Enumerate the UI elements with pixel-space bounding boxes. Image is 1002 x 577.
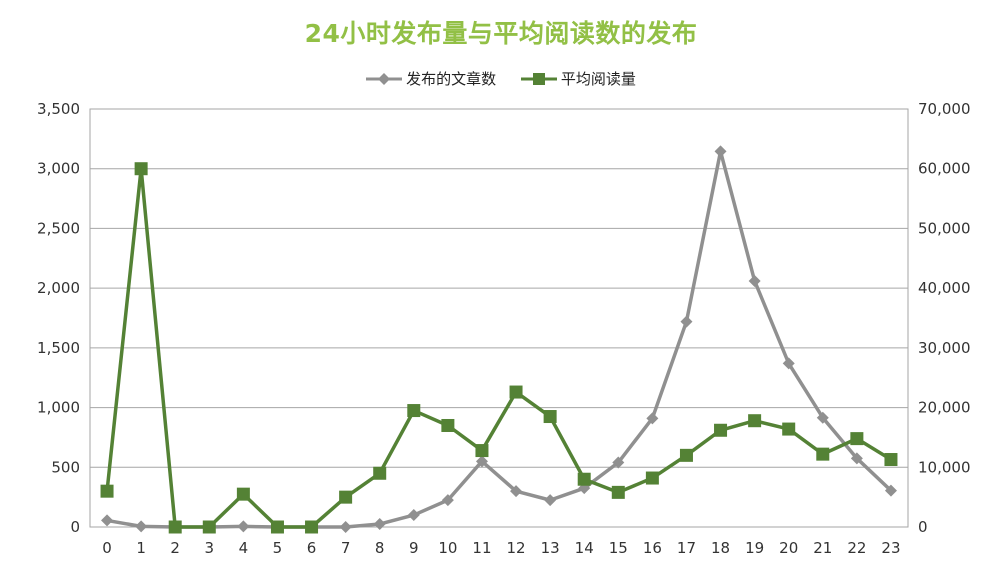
x-tick-label: 23 [881,539,900,557]
data-point-articles [816,411,829,424]
x-tick-label: 12 [506,539,525,557]
y-left-tick-label: 1,500 [37,339,80,357]
data-point-articles [714,145,727,158]
data-point-reads [134,162,148,176]
data-point-reads [441,418,455,432]
x-tick-label: 19 [745,539,764,557]
data-point-reads [611,485,625,499]
legend-label-reads: 平均阅读量 [560,70,636,88]
x-tick-label: 16 [643,539,662,557]
x-tick-label: 5 [273,539,283,557]
data-point-reads [850,432,864,446]
y-left-tick-label: 2,500 [37,219,80,237]
legend-marker-square-icon [520,72,557,85]
series-line-articles [106,149,893,529]
data-point-articles [407,509,420,522]
y-left-tick-label: 0 [70,518,80,536]
legend-item-articles: 发布的文章数 [366,68,496,89]
data-point-reads [236,487,250,501]
x-tick-label: 21 [813,539,832,557]
data-point-articles [680,315,693,328]
y-left-tick-label: 1,000 [37,399,80,417]
data-point-articles [646,412,659,425]
data-point-articles [510,485,523,498]
plot-border [89,108,909,528]
x-tick-label: 3 [205,539,215,557]
data-point-reads [816,447,830,461]
data-point-reads [748,414,762,428]
data-point-reads [339,490,353,504]
data-point-articles [373,518,386,531]
data-point-reads [543,410,557,424]
data-point-reads [782,422,796,436]
y-right-tick-label: 60,000 [918,160,971,178]
data-point-reads [202,520,216,534]
legend: 发布的文章数 平均阅读量 [0,68,1002,90]
data-point-reads [679,448,693,462]
x-tick-label: 11 [472,539,491,557]
data-point-reads [270,520,284,534]
x-tick-label: 7 [341,539,351,557]
y-right-tick-label: 30,000 [918,339,971,357]
data-point-reads [714,423,728,437]
data-point-reads [407,404,421,418]
y-right-tick-label: 50,000 [918,219,971,237]
x-tick-label: 8 [375,539,385,557]
x-tick-label: 17 [677,539,696,557]
x-tick-label: 10 [438,539,457,557]
data-point-reads [475,444,489,458]
data-point-reads [305,520,319,534]
data-point-reads [884,453,898,467]
x-tick-label: 22 [847,539,866,557]
data-point-articles [339,521,352,533]
x-tick-label: 15 [609,539,628,557]
x-tick-label: 20 [779,539,798,557]
data-point-reads [509,385,523,399]
x-tick-label: 18 [711,539,730,557]
chart-title: 24小时发布量与平均阅读数的发布 [304,19,698,48]
y-left-tick-label: 3,500 [37,100,80,118]
legend-marker-diamond-icon [366,72,403,85]
y-right-tick-label: 70,000 [918,100,971,118]
legend-item-reads: 平均阅读量 [520,68,636,89]
data-point-articles [544,494,557,507]
data-point-articles [850,452,863,465]
x-tick-label: 9 [409,539,419,557]
data-point-reads [100,484,114,498]
data-point-articles [748,274,761,287]
legend-label-articles: 发布的文章数 [406,70,497,88]
data-point-articles [237,520,250,533]
x-tick-label: 0 [102,539,112,557]
data-point-articles [475,455,488,468]
x-tick-label: 6 [307,539,317,557]
data-point-reads [645,471,659,485]
data-point-articles [135,520,148,533]
y-left-tick-label: 500 [51,458,80,476]
x-tick-label: 14 [575,539,594,557]
data-point-articles [612,456,625,469]
data-point-articles [441,494,454,507]
y-left-tick-label: 3,000 [37,160,80,178]
data-point-reads [577,472,591,486]
data-point-articles [782,357,795,370]
data-point-articles [101,514,114,527]
data-point-reads [373,466,387,480]
data-point-reads [168,520,182,534]
y-right-tick-label: 20,000 [918,399,971,417]
y-right-tick-label: 10,000 [918,458,971,476]
x-tick-label: 13 [541,539,560,557]
y-left-tick-label: 2,000 [37,279,80,297]
y-right-tick-label: 0 [918,518,928,536]
x-tick-label: 1 [136,539,146,557]
x-tick-label: 2 [170,539,180,557]
x-tick-label: 4 [239,539,249,557]
data-point-articles [884,484,897,497]
y-right-tick-label: 40,000 [918,279,971,297]
